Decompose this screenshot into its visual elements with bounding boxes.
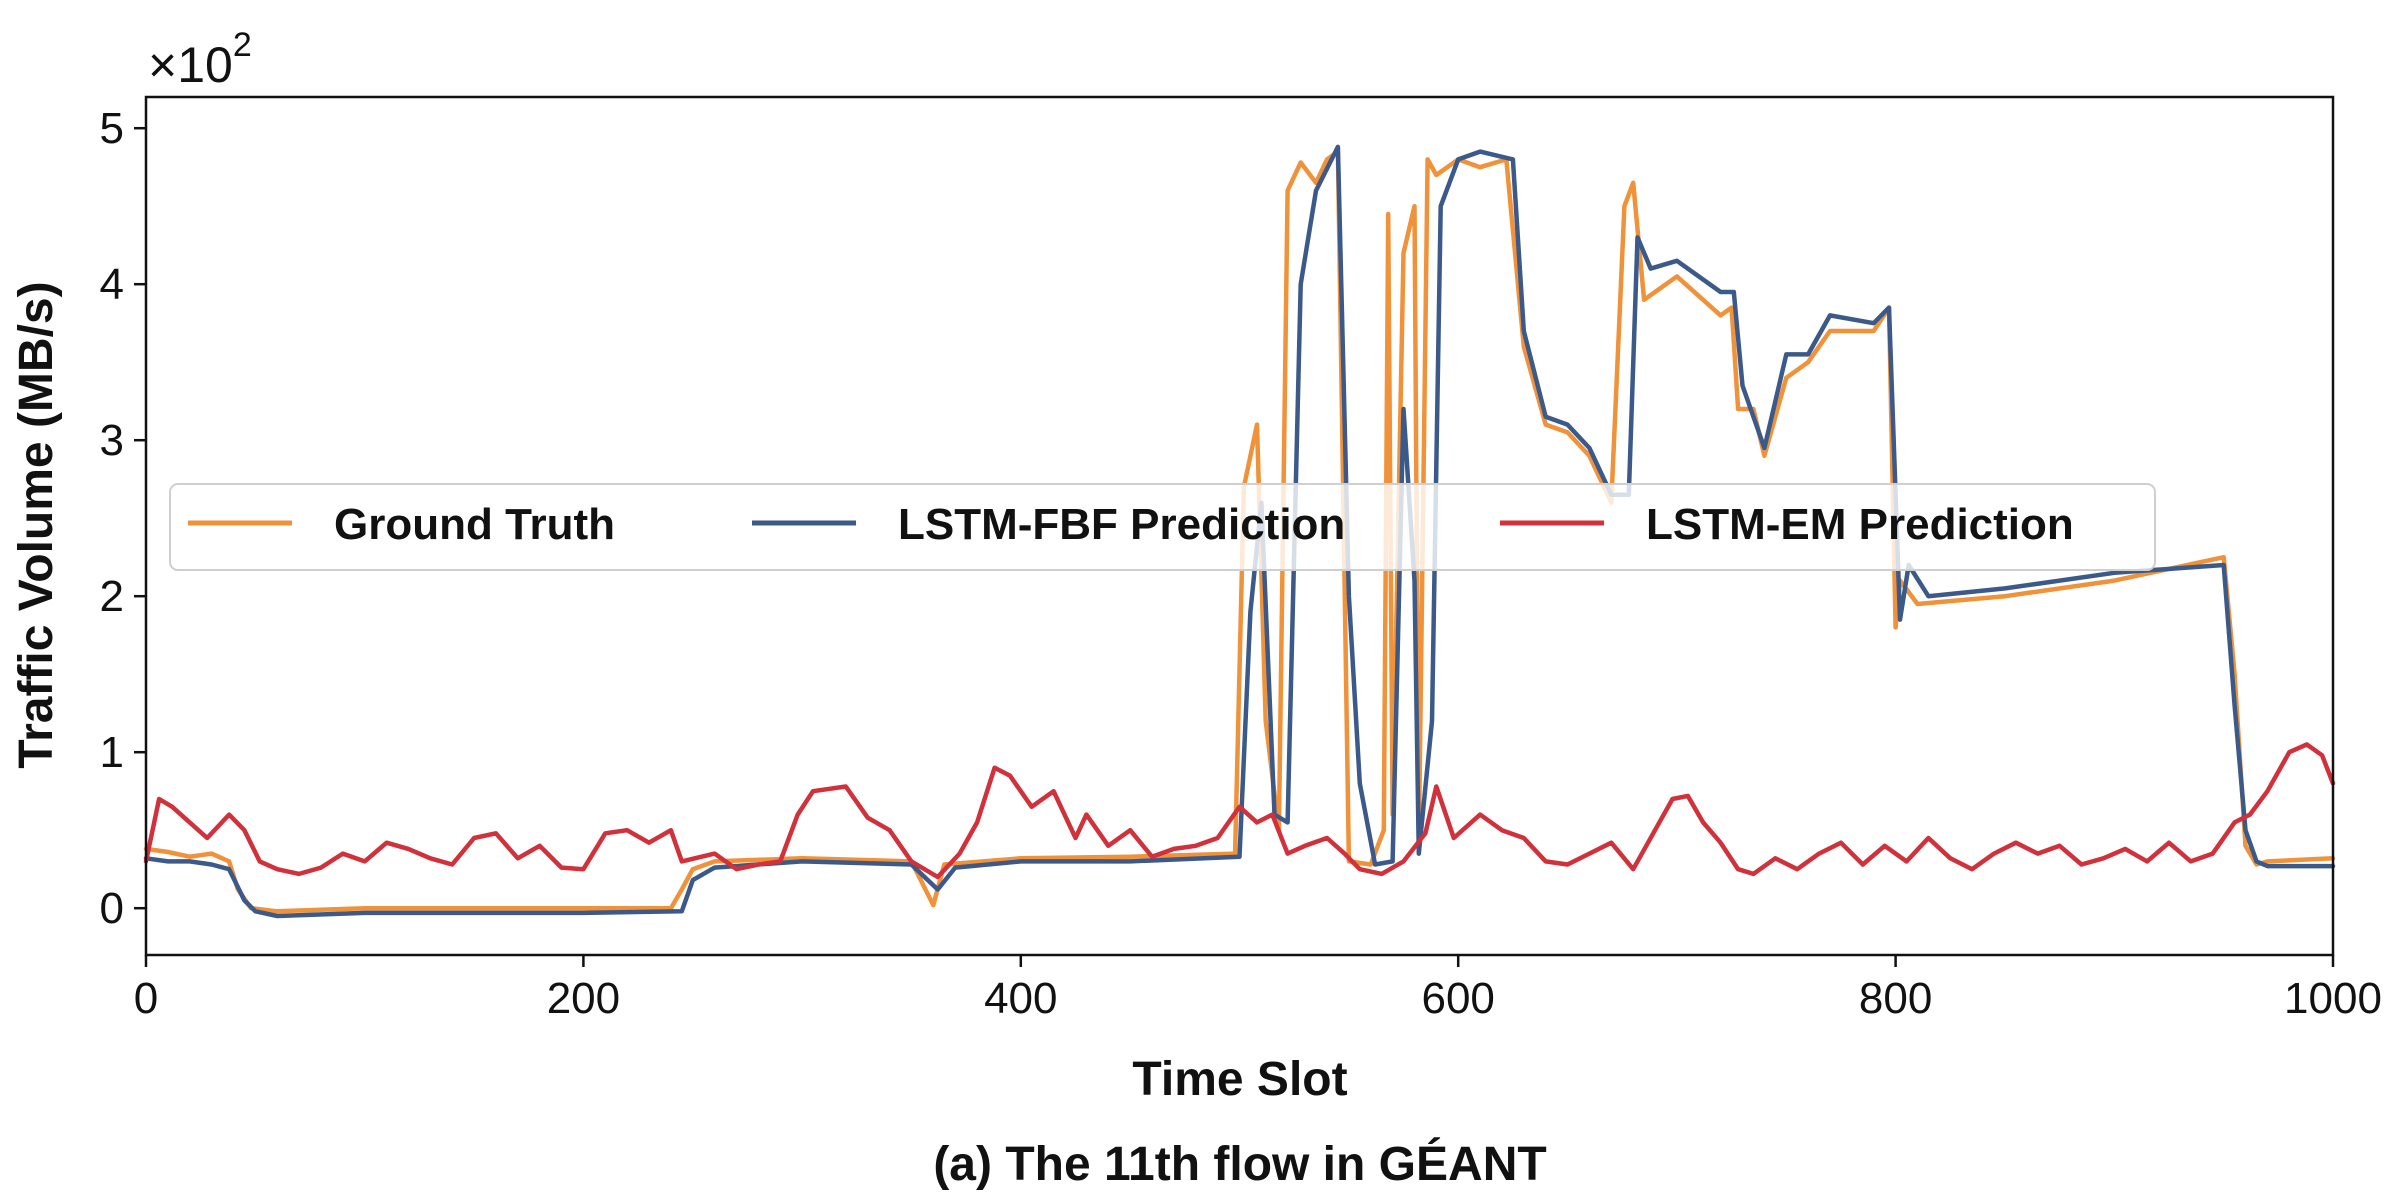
series-line-2 <box>143 144 2336 919</box>
y-axis-label: Traffic Volume (MB/s) <box>10 281 63 768</box>
y-tick-label: 5 <box>100 104 124 153</box>
series-line-1 <box>143 149 2336 914</box>
legend-box <box>169 483 2156 571</box>
legend-label: Ground Truth <box>334 500 615 549</box>
series-layer <box>143 144 2336 919</box>
x-tick-label: 0 <box>134 974 158 1023</box>
legend: Ground Truth LSTM-FBF Prediction LSTM-EM P… <box>169 483 2156 571</box>
y-scale-base: ×10 <box>148 37 233 93</box>
plot-frame <box>144 95 2335 957</box>
y-tick-label: 3 <box>100 416 124 465</box>
x-tick-label: 200 <box>547 974 620 1023</box>
axes-layer: 0 200 400 600 800 1000 0 1 2 3 4 5 <box>100 95 2382 1023</box>
y-scale-exponent: 2 <box>233 26 252 64</box>
y-tick-label: 2 <box>100 572 124 621</box>
legend-label: LSTM-EM Prediction <box>1646 500 2074 549</box>
y-tick-label: 0 <box>100 884 124 933</box>
legend-label: LSTM-FBF Prediction <box>898 500 1345 549</box>
y-tick-label: 4 <box>100 260 124 309</box>
y-scale-multiplier: ×102 <box>148 26 252 93</box>
x-tick-label: 400 <box>984 974 1057 1023</box>
y-tick-label: 1 <box>100 728 124 777</box>
figure-caption: (a) The 11th flow in GÉANT <box>933 1137 1546 1191</box>
x-tick-label: 600 <box>1421 974 1494 1023</box>
x-tick-label: 800 <box>1859 974 1932 1023</box>
series-line-3 <box>143 742 2336 880</box>
x-axis-label: Time Slot <box>1132 1053 1347 1106</box>
x-tick-label: 1000 <box>2284 974 2382 1023</box>
